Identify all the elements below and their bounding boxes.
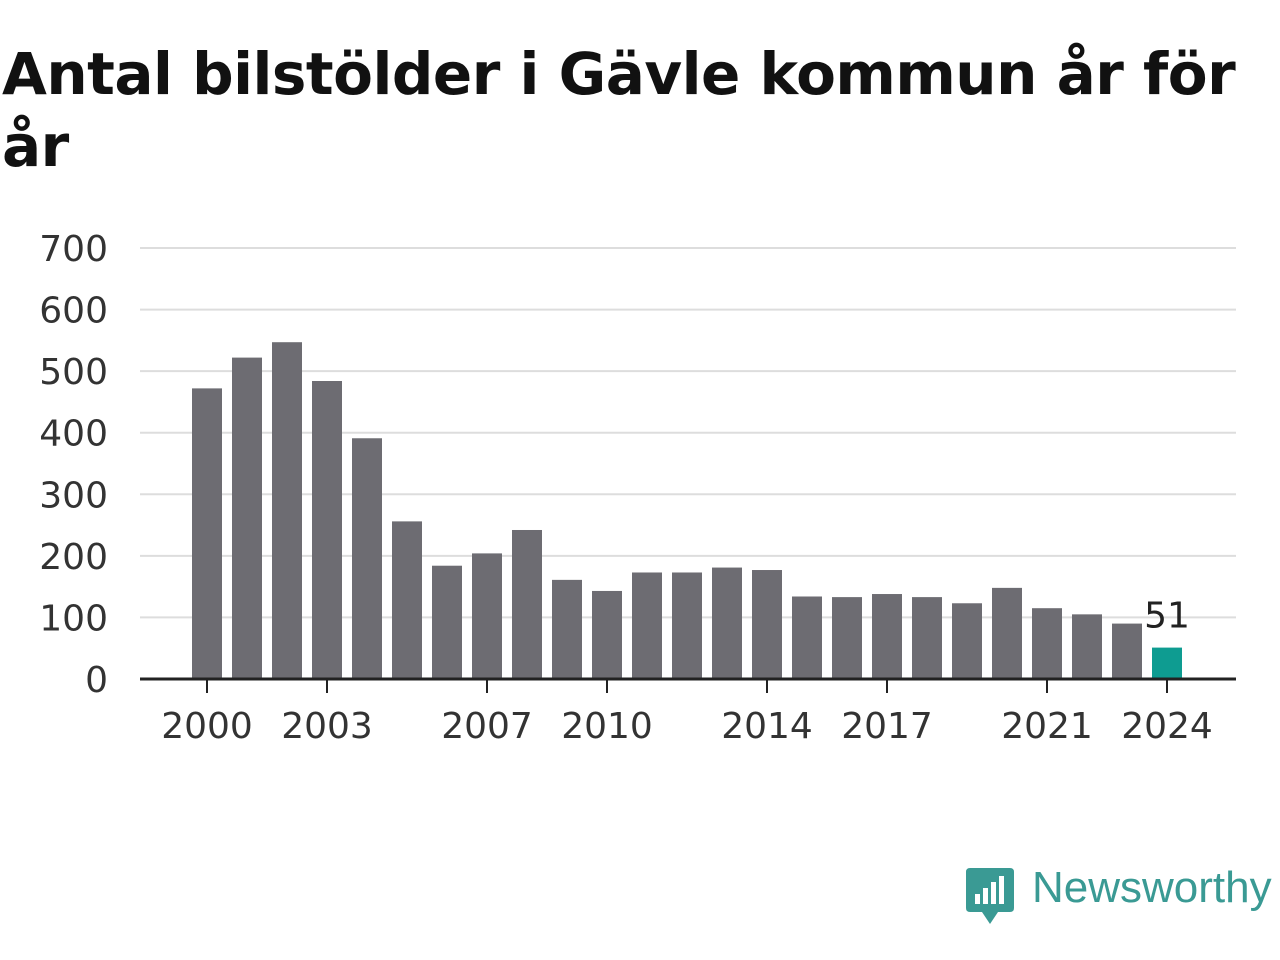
brand-name: Newsworthy — [1032, 863, 1272, 912]
x-tick-label: 2024 — [1121, 706, 1213, 747]
bar — [232, 357, 262, 679]
bar — [552, 579, 582, 679]
x-tick-label: 2021 — [1001, 706, 1093, 747]
bar — [592, 590, 622, 679]
bar — [832, 597, 862, 679]
bar — [712, 567, 742, 679]
bar — [792, 596, 822, 679]
x-tick-label: 2007 — [441, 706, 533, 747]
bar — [192, 388, 222, 679]
bar — [352, 438, 382, 679]
bar — [472, 553, 502, 679]
gridlines — [140, 247, 1236, 619]
y-tick-label: 100 — [39, 598, 108, 639]
x-axis-tick-labels: 2000 2003 2007 2010 2014 2017 2021 2024 — [161, 679, 1213, 747]
y-tick-label: 500 — [39, 352, 108, 393]
y-tick-label: 700 — [39, 229, 108, 270]
y-tick-label: 300 — [39, 475, 108, 516]
y-axis-tick-labels: 0 100 200 300 400 500 600 700 — [39, 229, 108, 701]
bar — [432, 565, 462, 679]
brand-logo: Newsworthy — [964, 862, 1276, 928]
x-tick-label: 2003 — [281, 706, 373, 747]
bar — [752, 570, 782, 679]
bar-highlight — [1152, 647, 1182, 679]
bar — [1072, 614, 1102, 679]
x-tick-label: 2000 — [161, 706, 253, 747]
bars — [192, 342, 1182, 679]
bar — [1032, 608, 1062, 679]
x-tick-label: 2017 — [841, 706, 933, 747]
bar — [992, 587, 1022, 679]
y-tick-label: 400 — [39, 414, 108, 455]
bar — [512, 529, 542, 679]
y-tick-label: 200 — [39, 537, 108, 578]
bar — [272, 342, 302, 679]
x-tick-label: 2014 — [721, 706, 813, 747]
bar — [392, 521, 422, 679]
data-label: 51 — [1144, 596, 1190, 637]
data-labels: 51 — [1144, 596, 1190, 637]
bar — [952, 603, 982, 679]
bar — [312, 380, 342, 679]
bar — [632, 572, 662, 679]
bar — [872, 594, 902, 679]
newsworthy-logo-icon — [966, 868, 1014, 924]
x-tick-label: 2010 — [561, 706, 653, 747]
y-tick-label: 0 — [85, 660, 108, 701]
y-tick-label: 600 — [39, 291, 108, 332]
bar — [672, 572, 702, 679]
bar — [912, 597, 942, 679]
chart-title: Antal bilstölder i Gävle kommun år för å… — [2, 40, 1236, 180]
bar — [1112, 623, 1142, 679]
